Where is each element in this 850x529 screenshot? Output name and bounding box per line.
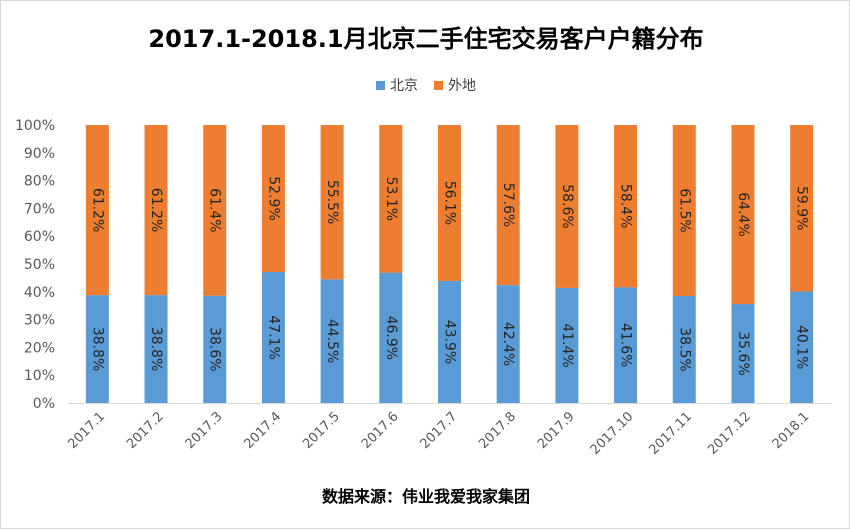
data-label: 61.5% <box>676 188 692 232</box>
data-label: 35.6% <box>735 331 751 375</box>
bar-segment <box>320 125 344 280</box>
legend: 北京 外地 <box>1 75 849 95</box>
x-tick-label: 2018.1 <box>770 409 813 452</box>
bar-segment <box>614 287 638 403</box>
x-tick-label: 2017.5 <box>300 409 343 452</box>
bar-segment <box>438 280 461 403</box>
bar-segment <box>790 291 814 403</box>
y-tick-label: 60% <box>24 229 55 245</box>
legend-item-beijing: 北京 <box>376 75 418 95</box>
data-label: 55.5% <box>324 180 340 224</box>
y-tick-label: 70% <box>24 201 55 217</box>
bar-segment <box>203 295 227 403</box>
x-tick-label: 2017.11 <box>646 409 695 458</box>
chart-title: 2017.1-2018.1月北京二手住宅交易客户户籍分布 <box>148 25 704 53</box>
bar-segment <box>144 295 168 403</box>
bar-segment <box>203 125 227 296</box>
y-tick-label: 90% <box>24 146 55 162</box>
data-label: 38.8% <box>89 327 105 371</box>
bar-segment <box>379 272 403 403</box>
legend-item-waidi: 外地 <box>434 75 476 95</box>
bar-segment <box>261 272 285 403</box>
bar-segment <box>320 279 344 403</box>
data-label: 38.5% <box>676 327 692 371</box>
x-tick-label: 2017.10 <box>588 409 637 458</box>
x-tick-label: 2017.8 <box>476 409 519 452</box>
bar-segment <box>790 125 814 292</box>
legend-label-waidi: 外地 <box>448 78 476 94</box>
data-label: 40.1% <box>794 325 810 369</box>
x-tick-label: 2017.9 <box>535 409 578 452</box>
bar-segment <box>261 125 285 273</box>
bar-segment <box>496 285 520 403</box>
data-label: 47.1% <box>265 315 281 359</box>
data-label: 46.9% <box>383 316 399 360</box>
data-label: 59.9% <box>794 186 810 230</box>
bar-segment <box>379 125 403 273</box>
y-tick-label: 20% <box>24 340 55 356</box>
x-tick-label: 2017.2 <box>124 409 167 452</box>
x-tick-label: 2017.3 <box>183 409 226 452</box>
data-label: 42.4% <box>500 322 516 366</box>
bar-segment <box>85 125 109 296</box>
y-tick-label: 10% <box>24 368 55 384</box>
bar-segment <box>438 125 461 281</box>
legend-swatch-beijing <box>376 80 385 90</box>
x-tick-label: 2017.12 <box>705 409 754 458</box>
legend-label-beijing: 北京 <box>390 78 418 94</box>
bar-segment <box>496 125 520 286</box>
x-tick-label: 2017.7 <box>418 409 461 452</box>
data-label: 41.4% <box>559 323 575 367</box>
data-label: 61.4% <box>207 188 223 232</box>
y-tick-label: 100% <box>15 118 55 134</box>
y-tick-label: 50% <box>24 257 55 273</box>
bar-segment <box>555 287 579 403</box>
data-label: 64.4% <box>735 192 751 236</box>
bar-segment <box>614 125 638 288</box>
bar-segment <box>672 125 696 296</box>
legend-swatch-waidi <box>434 80 443 90</box>
bar-segment <box>731 304 755 403</box>
bar-segment <box>144 125 168 296</box>
x-tick-label: 2017.6 <box>359 409 402 452</box>
data-label: 56.1% <box>442 181 458 225</box>
source-note: 数据来源：伟业我爱我家集团 <box>321 487 530 506</box>
data-label: 38.8% <box>148 327 164 371</box>
y-tick-label: 80% <box>24 174 55 190</box>
data-label: 61.2% <box>148 188 164 232</box>
data-label: 58.6% <box>559 184 575 228</box>
data-label: 52.9% <box>265 176 281 220</box>
x-tick-label: 2017.4 <box>241 409 284 452</box>
y-tick-label: 0% <box>33 396 55 412</box>
x-tick-label: 2017.1 <box>65 409 108 452</box>
bar-segment <box>85 295 109 403</box>
bar-segment <box>731 125 755 305</box>
data-label: 43.9% <box>442 320 458 364</box>
data-label: 57.6% <box>500 183 516 227</box>
data-label: 44.5% <box>324 319 340 363</box>
data-label: 61.2% <box>89 188 105 232</box>
data-label: 41.6% <box>618 323 634 367</box>
bar-segment <box>672 295 696 403</box>
data-label: 38.6% <box>207 327 223 371</box>
data-label: 58.4% <box>618 184 634 228</box>
data-label: 53.1% <box>383 177 399 221</box>
bar-segment <box>555 125 579 288</box>
y-tick-label: 40% <box>24 285 55 301</box>
y-tick-label: 30% <box>24 313 55 329</box>
